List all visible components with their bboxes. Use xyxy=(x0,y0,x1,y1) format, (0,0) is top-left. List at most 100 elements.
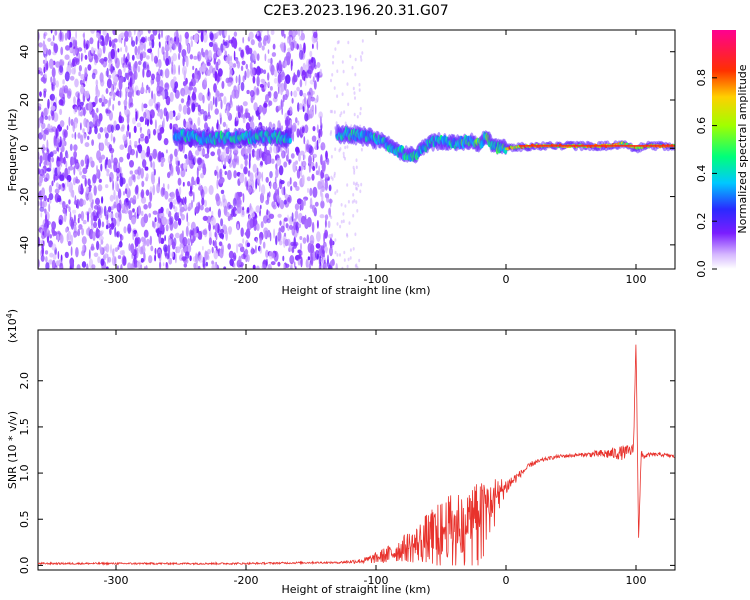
noise-speckle xyxy=(298,253,302,260)
noise-speckle xyxy=(45,256,48,263)
noise-speckle xyxy=(278,240,283,246)
noise-speckle xyxy=(256,265,260,269)
noise-speckle xyxy=(127,30,132,38)
noise-speckle xyxy=(102,43,106,54)
noise-speckle xyxy=(85,40,90,49)
noise-speckle xyxy=(268,213,275,219)
noise-speckle xyxy=(175,246,181,254)
noise-speckle xyxy=(162,262,165,267)
noise-speckle xyxy=(227,243,231,250)
noise-speckle xyxy=(286,51,291,61)
noise-speckle xyxy=(346,145,349,149)
noise-speckle xyxy=(149,191,153,202)
noise-speckle xyxy=(245,122,250,131)
noise-speckle xyxy=(59,120,65,128)
noise-speckle xyxy=(336,94,339,98)
noise-speckle xyxy=(43,195,47,202)
noise-speckle xyxy=(300,30,304,36)
noise-speckle xyxy=(52,76,56,86)
noise-speckle xyxy=(277,231,282,240)
noise-speckle xyxy=(319,68,323,76)
noise-speckle xyxy=(316,40,319,51)
noise-speckle xyxy=(92,117,96,125)
noise-speckle xyxy=(287,147,289,157)
noise-speckle xyxy=(107,256,112,263)
noise-speckle xyxy=(287,36,290,44)
noise-speckle xyxy=(154,119,157,130)
noise-speckle xyxy=(99,127,104,133)
noise-speckle xyxy=(54,188,60,194)
noise-speckle xyxy=(277,105,282,110)
noise-speckle xyxy=(152,161,156,171)
noise-speckle xyxy=(62,183,65,188)
noise-speckle xyxy=(261,171,264,182)
noise-speckle xyxy=(90,218,94,226)
noise-speckle xyxy=(96,240,100,251)
noise-speckle xyxy=(72,121,75,133)
noise-speckle xyxy=(352,213,355,218)
noise-speckle xyxy=(184,204,187,209)
noise-speckle xyxy=(151,52,154,62)
noise-speckle xyxy=(270,158,275,164)
noise-speckle xyxy=(163,244,168,253)
noise-speckle xyxy=(146,111,150,120)
noise-speckle xyxy=(170,191,176,200)
noise-speckle xyxy=(69,41,73,48)
noise-speckle xyxy=(45,262,50,269)
noise-speckle xyxy=(67,240,72,246)
noise-speckle xyxy=(80,134,84,144)
noise-speckle xyxy=(193,191,195,203)
noise-speckle xyxy=(311,90,315,95)
noise-speckle xyxy=(81,244,85,252)
noise-speckle xyxy=(270,30,275,36)
noise-speckle xyxy=(157,217,161,222)
noise-speckle xyxy=(93,221,98,229)
x-tick-label: 100 xyxy=(626,273,647,286)
noise-speckle xyxy=(174,232,180,239)
noise-speckle xyxy=(275,235,278,246)
noise-speckle xyxy=(164,44,170,52)
noise-speckle xyxy=(312,153,317,158)
noise-speckle xyxy=(73,214,76,224)
noise-speckle xyxy=(55,61,61,68)
noise-speckle xyxy=(42,132,47,141)
noise-speckle xyxy=(136,175,141,180)
noise-speckle xyxy=(158,41,161,48)
noise-speckle xyxy=(101,221,105,228)
noise-speckle xyxy=(146,145,151,157)
noise-speckle xyxy=(262,106,266,116)
noise-speckle xyxy=(41,187,45,198)
noise-speckle xyxy=(277,187,280,197)
noise-speckle xyxy=(146,64,150,73)
noise-speckle xyxy=(169,153,174,161)
noise-speckle xyxy=(59,87,64,98)
noise-speckle xyxy=(208,222,212,232)
noise-speckle xyxy=(140,264,143,269)
noise-speckle xyxy=(52,34,55,42)
noise-speckle xyxy=(100,163,103,172)
noise-speckle xyxy=(268,191,271,198)
noise-speckle xyxy=(202,215,208,221)
noise-speckle xyxy=(102,30,107,36)
noise-speckle xyxy=(206,62,211,67)
noise-speckle xyxy=(132,231,135,241)
noise-speckle xyxy=(121,124,125,130)
noise-speckle xyxy=(331,73,334,77)
noise-speckle xyxy=(211,246,214,254)
noise-speckle xyxy=(223,41,228,46)
noise-speckle xyxy=(150,245,154,252)
noise-speckle xyxy=(128,200,131,210)
noise-speckle xyxy=(209,206,212,212)
noise-speckle xyxy=(42,199,48,208)
noise-speckle xyxy=(297,30,301,37)
noise-speckle xyxy=(80,84,84,95)
noise-speckle xyxy=(131,54,135,61)
noise-speckle xyxy=(340,203,343,207)
noise-speckle xyxy=(43,90,47,98)
noise-speckle xyxy=(298,49,304,60)
noise-speckle xyxy=(74,195,77,205)
noise-speckle xyxy=(147,30,151,34)
noise-speckle xyxy=(197,116,201,127)
noise-speckle xyxy=(188,202,193,210)
noise-speckle xyxy=(70,186,73,198)
